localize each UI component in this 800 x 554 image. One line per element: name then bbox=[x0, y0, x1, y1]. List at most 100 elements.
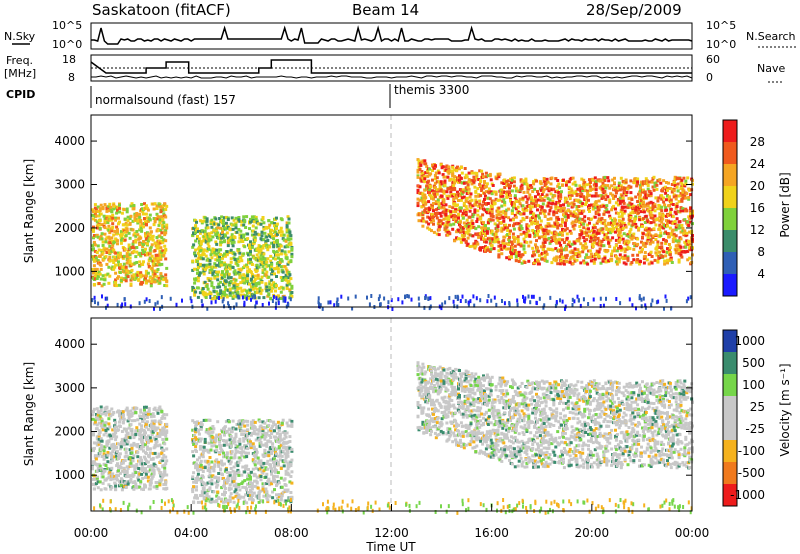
echo-cell bbox=[508, 186, 511, 190]
echo-cell bbox=[568, 210, 572, 214]
echo-cell bbox=[554, 231, 558, 235]
echo-cell bbox=[449, 177, 453, 181]
echo-cell bbox=[269, 267, 273, 271]
echo-cell bbox=[687, 197, 691, 201]
echo-cell bbox=[502, 216, 506, 220]
echo-cell bbox=[467, 180, 471, 184]
echo-cell bbox=[562, 259, 566, 263]
echo-cell bbox=[275, 296, 278, 301]
echo-cell bbox=[282, 233, 286, 237]
echo-cell bbox=[576, 187, 580, 191]
echo-cell bbox=[592, 259, 596, 263]
echo-cell bbox=[277, 298, 280, 303]
echo-cell bbox=[665, 181, 668, 184]
echo-cell bbox=[196, 268, 199, 272]
echo-cell bbox=[607, 210, 611, 214]
echo-cell bbox=[222, 295, 225, 299]
echo-cell bbox=[321, 306, 324, 311]
echo-cell bbox=[228, 293, 232, 297]
echo-cell bbox=[236, 287, 240, 291]
echo-cell bbox=[108, 244, 112, 248]
echo-cell bbox=[95, 220, 99, 224]
echo-cell bbox=[104, 421, 108, 425]
echo-cell bbox=[114, 431, 118, 435]
echo-cell bbox=[201, 257, 205, 261]
echo-cell bbox=[136, 219, 140, 223]
echo-cell bbox=[569, 231, 573, 235]
echo-cell bbox=[613, 246, 616, 250]
echo-cell bbox=[585, 183, 589, 187]
echo-cell bbox=[103, 445, 107, 449]
echo-cell bbox=[132, 204, 136, 207]
echo-cell bbox=[158, 234, 162, 238]
echo-cell bbox=[250, 215, 254, 219]
echo-cell bbox=[246, 265, 250, 269]
echo-cell bbox=[609, 227, 613, 231]
echo-cell bbox=[191, 268, 195, 272]
echo-cell bbox=[110, 455, 114, 459]
echo-cell bbox=[609, 231, 613, 235]
echo-cell bbox=[471, 204, 475, 208]
echo-cell bbox=[684, 245, 688, 249]
echo-cell bbox=[516, 238, 520, 242]
echo-cell bbox=[623, 209, 627, 213]
echo-cell bbox=[619, 248, 623, 252]
echo-cell bbox=[513, 196, 517, 200]
echo-cell bbox=[538, 296, 541, 301]
echo-cell bbox=[564, 183, 568, 187]
noise-sky-trace bbox=[91, 25, 693, 45]
echo-cell bbox=[115, 464, 119, 468]
echo-cell bbox=[591, 178, 595, 182]
echo-cell bbox=[153, 249, 157, 252]
echo-cell bbox=[513, 194, 517, 198]
echo-cell bbox=[647, 231, 651, 235]
echo-cell bbox=[611, 224, 615, 228]
echo-cell bbox=[540, 193, 544, 196]
echo-cell bbox=[560, 224, 563, 228]
echo-cell bbox=[290, 255, 294, 259]
echo-cell bbox=[112, 442, 116, 446]
echo-cell bbox=[418, 168, 422, 171]
echo-cell bbox=[144, 276, 147, 280]
echo-cell bbox=[547, 189, 551, 193]
echo-cell bbox=[525, 240, 529, 244]
echo-cell bbox=[111, 477, 115, 481]
echo-cell bbox=[686, 176, 690, 180]
echo-cell bbox=[509, 218, 512, 222]
echo-cell bbox=[135, 250, 139, 254]
echo-cell bbox=[473, 171, 477, 175]
echo-cell bbox=[204, 235, 208, 238]
echo-cell bbox=[276, 294, 280, 298]
echo-cell bbox=[673, 221, 677, 225]
echo-cell bbox=[523, 251, 527, 254]
echo-cell bbox=[280, 218, 284, 222]
echo-cell bbox=[472, 294, 475, 299]
echo-cell bbox=[456, 165, 459, 169]
echo-cell bbox=[128, 261, 132, 265]
colorbar-tick-label: 28 bbox=[750, 135, 765, 149]
echo-cell bbox=[234, 226, 238, 230]
echo-cell bbox=[463, 208, 467, 212]
echo-cell bbox=[197, 255, 201, 259]
echo-cell bbox=[630, 198, 634, 201]
echo-cell bbox=[142, 274, 145, 278]
echo-cell bbox=[208, 269, 212, 272]
echo-cell bbox=[257, 296, 261, 300]
echo-cell bbox=[442, 201, 446, 204]
echo-cell bbox=[535, 230, 538, 234]
echo-cell bbox=[556, 221, 560, 225]
y-tick-label: 1000 bbox=[54, 264, 85, 278]
echo-cell bbox=[196, 271, 199, 275]
echo-cell bbox=[117, 222, 120, 226]
echo-cell bbox=[647, 262, 651, 266]
echo-cell bbox=[205, 217, 209, 221]
echo-cell bbox=[599, 261, 603, 265]
echo-cell bbox=[276, 270, 280, 274]
echo-cell bbox=[592, 223, 596, 227]
echo-cell bbox=[100, 445, 104, 449]
echo-cell bbox=[92, 410, 95, 414]
echo-cell bbox=[164, 257, 168, 261]
echo-cell bbox=[478, 169, 482, 173]
echo-cell bbox=[150, 266, 154, 270]
